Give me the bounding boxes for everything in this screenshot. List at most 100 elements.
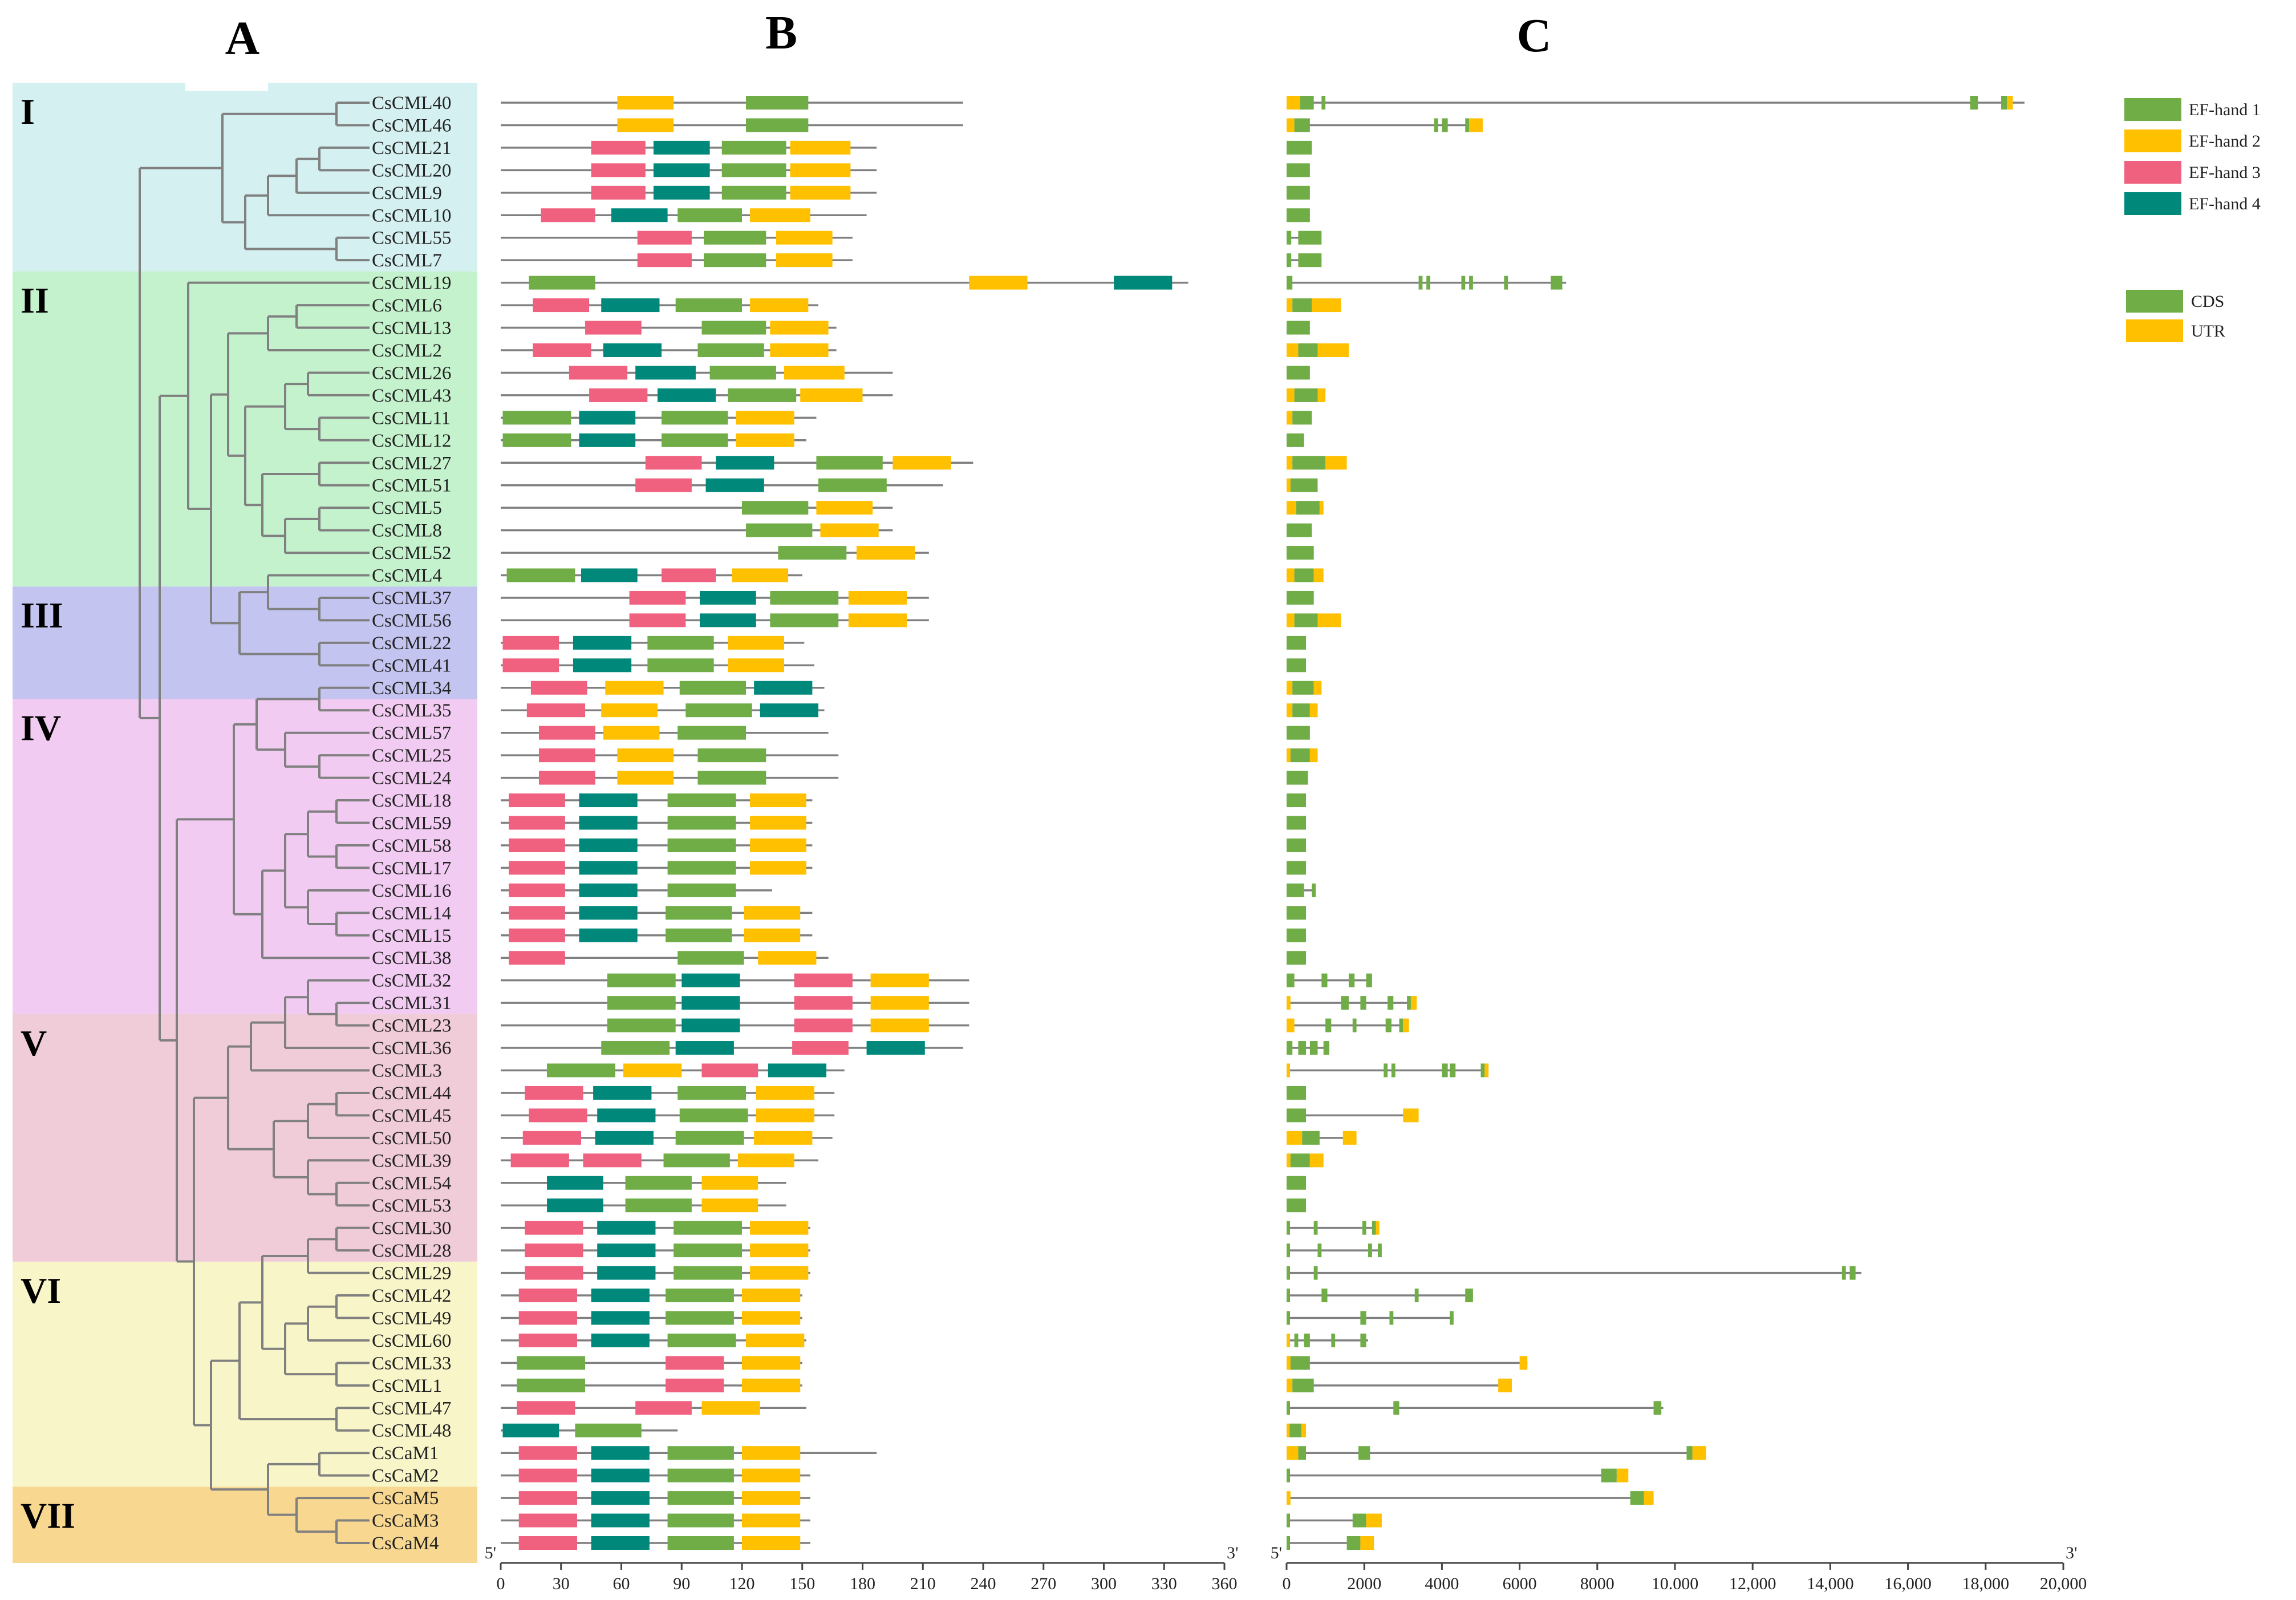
- motif-panel: [501, 96, 1188, 1550]
- ef-hand-2-motif: [744, 928, 801, 942]
- cds-segment: [1368, 1243, 1372, 1258]
- gene-label: CsCML46: [372, 115, 451, 136]
- ef-hand-3-motif: [509, 793, 565, 808]
- utr-segment: [1287, 343, 1299, 357]
- ef-hand-4-motif: [573, 635, 632, 650]
- gene-label: CsCML45: [372, 1105, 451, 1126]
- ef-hand-1-motif: [667, 861, 736, 875]
- utr-segment: [1287, 1356, 1291, 1370]
- cds-segment: [1686, 1446, 1693, 1460]
- cds-segment: [2001, 96, 2007, 110]
- cds-segment: [1290, 1153, 1310, 1168]
- cds-segment: [1287, 140, 1312, 155]
- ef-hand-3-motif: [538, 748, 595, 763]
- ef-hand-2-motif: [893, 456, 951, 470]
- gene-label: CsCML32: [372, 971, 451, 991]
- gene-label: CsCML50: [372, 1128, 451, 1149]
- ef-hand-1-motif: [547, 1063, 615, 1078]
- ef-hand-1-motif: [697, 771, 766, 785]
- ef-hand-2-motif: [736, 411, 794, 425]
- ef-hand-4-motif: [579, 883, 638, 897]
- utr-segment: [1287, 1491, 1291, 1505]
- ef-hand-1-motif: [674, 1221, 742, 1235]
- ef-hand-2-motif: [758, 951, 817, 965]
- gene-label: CsCML52: [372, 543, 451, 564]
- ef-hand-4-motif: [657, 388, 716, 402]
- gene-label: CsCML58: [372, 836, 451, 856]
- ef-hand-3-motif: [518, 1513, 577, 1528]
- cds-segment: [1287, 1401, 1290, 1415]
- legend-swatch: [2124, 192, 2181, 215]
- ef-hand-4-motif: [754, 680, 813, 695]
- group-IV-label: IV: [21, 708, 61, 748]
- utr-segment: [1287, 478, 1291, 492]
- ef-hand-4-motif: [579, 861, 638, 875]
- ef-hand-4-motif: [675, 1041, 734, 1055]
- ef-hand-1-motif: [746, 118, 809, 132]
- ef-hand-3-motif: [538, 726, 595, 740]
- ef-hand-3-motif: [518, 1333, 577, 1347]
- ef-hand-3-motif: [518, 1491, 577, 1505]
- ef-hand-1-motif: [667, 1513, 734, 1528]
- cds-segment: [1287, 1266, 1290, 1280]
- cds-segment: [1341, 996, 1349, 1010]
- utr-segment: [1403, 1108, 1419, 1123]
- cds-segment: [1287, 276, 1293, 290]
- gene-label: CsCML5: [372, 498, 442, 519]
- group-IV-background: [13, 699, 477, 1014]
- cds-segment: [1287, 1513, 1290, 1528]
- ef-hand-2-motif: [603, 726, 660, 740]
- cds-segment: [1849, 1266, 1856, 1280]
- cds-segment: [1504, 276, 1508, 290]
- motif-three-prime-label: 3': [1227, 1544, 1238, 1562]
- structure-tick-label: 20,000: [2040, 1574, 2087, 1593]
- gene-label: CsCML3: [372, 1060, 442, 1081]
- cds-segment: [1378, 1243, 1382, 1258]
- gene-label: CsCML20: [372, 160, 451, 181]
- group-I-label: I: [21, 91, 35, 132]
- ef-hand-2-motif: [617, 118, 674, 132]
- ef-hand-3-motif: [645, 456, 702, 470]
- cds-segment: [1358, 1446, 1370, 1460]
- legend-label: EF-hand 2: [2189, 132, 2261, 151]
- gene-label: CsCML53: [372, 1196, 451, 1216]
- ef-hand-4-motif: [547, 1198, 603, 1213]
- cds-segment: [1389, 1311, 1394, 1325]
- ef-hand-1-motif: [662, 433, 728, 447]
- cds-segment: [1551, 276, 1563, 290]
- structure-tick-label: 10.000: [1652, 1574, 1699, 1593]
- ef-hand-2-motif: [737, 1153, 794, 1168]
- gene-label: CsCaM4: [372, 1533, 439, 1554]
- gene-label: CsCML34: [372, 678, 451, 699]
- cds-segment: [1287, 771, 1308, 785]
- ef-hand-1-motif: [506, 568, 575, 582]
- ef-hand-1-motif: [666, 906, 732, 920]
- ef-hand-2-motif: [870, 996, 929, 1010]
- ef-hand-1-motif: [607, 996, 676, 1010]
- utr-segment: [1287, 1018, 1295, 1032]
- ef-hand-2-motif: [790, 140, 851, 155]
- gene-label: CsCML17: [372, 858, 451, 878]
- ef-hand-3-motif: [701, 1063, 758, 1078]
- cds-segment: [1384, 1063, 1388, 1078]
- ef-hand-1-motif: [666, 1311, 734, 1325]
- utr-segment: [1366, 1513, 1382, 1528]
- ef-hand-2-motif: [742, 1356, 801, 1370]
- cds-segment: [1287, 1221, 1290, 1235]
- ef-hand-2-motif: [701, 1401, 760, 1415]
- cds-segment: [1304, 1333, 1310, 1347]
- gene-label: CsCML24: [372, 768, 451, 789]
- ef-hand-1-motif: [607, 1018, 676, 1032]
- axes: 0 30 60 90 120 150 180 210 240 270 300 330 360 5' 3' 0 2…: [485, 1544, 2087, 1593]
- cds-segment: [1287, 523, 1312, 537]
- ef-hand-3-motif: [525, 1221, 583, 1235]
- cds-segment: [1296, 501, 1320, 515]
- ef-hand-3-motif: [591, 163, 646, 177]
- cds-segment: [1313, 1266, 1318, 1280]
- motif-tick-label: 300: [1091, 1574, 1117, 1593]
- ef-hand-2-motif: [742, 1513, 801, 1528]
- ef-hand-2-motif: [750, 1221, 809, 1235]
- cds-segment: [1321, 1289, 1328, 1303]
